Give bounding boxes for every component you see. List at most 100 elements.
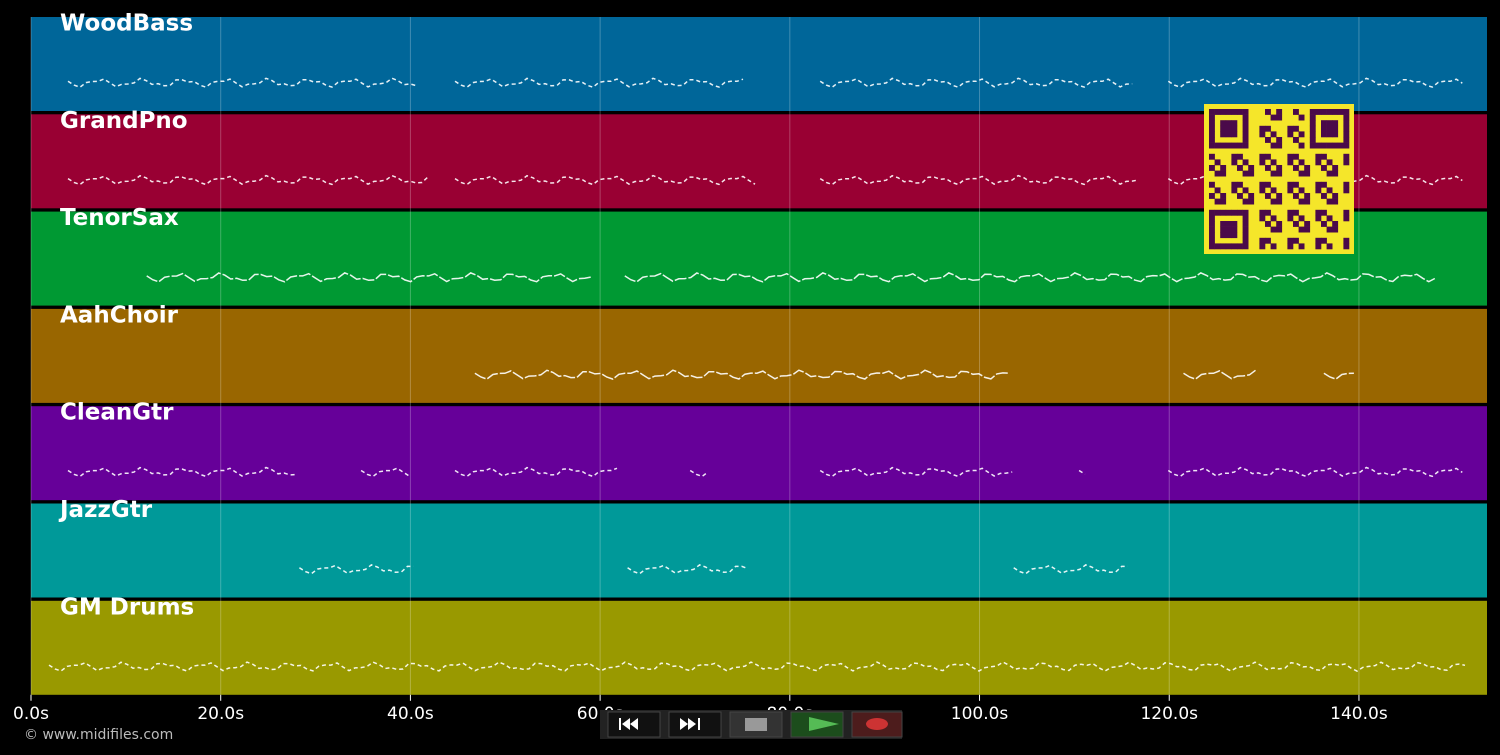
qr-module — [1343, 114, 1350, 121]
qr-module — [1220, 232, 1227, 239]
rewind-button[interactable] — [607, 711, 661, 738]
qr-module — [1270, 187, 1277, 194]
qr-module — [1270, 131, 1277, 138]
qr-module — [1259, 153, 1266, 160]
qr-module — [1321, 131, 1327, 138]
qr-module — [1309, 137, 1316, 143]
qr-module — [1220, 131, 1227, 138]
qr-module — [1237, 165, 1243, 171]
qr-module — [1332, 198, 1339, 205]
qr-module — [1209, 243, 1215, 250]
qr-module — [1265, 181, 1271, 188]
note-phrase — [67, 466, 297, 478]
qr-module — [1326, 109, 1333, 115]
qr-module — [1248, 170, 1255, 177]
qr-module — [1214, 159, 1221, 166]
qr-module — [1293, 193, 1299, 199]
qr-module — [1298, 215, 1305, 222]
note-phrase — [454, 174, 756, 186]
qr-module — [1209, 131, 1215, 138]
qr-module — [1298, 142, 1305, 149]
qr-module — [1298, 170, 1305, 177]
qr-module — [1326, 159, 1333, 166]
qr-module — [1209, 165, 1215, 171]
qr-module — [1270, 226, 1277, 233]
note-phrase — [819, 174, 1139, 186]
qr-module — [1298, 131, 1305, 138]
note-phrase — [1078, 469, 1086, 475]
qr-module — [1276, 165, 1283, 171]
qr-module — [1242, 170, 1249, 177]
qr-module — [1321, 142, 1327, 149]
note-phrase — [819, 466, 1013, 478]
qr-module — [1231, 243, 1238, 250]
time-tick-label: 100.0s — [951, 704, 1009, 724]
qr-module — [1259, 131, 1266, 138]
qr-code — [1204, 104, 1354, 254]
qr-module — [1332, 226, 1339, 233]
play-button[interactable] — [790, 711, 844, 738]
qr-module — [1321, 153, 1327, 160]
qr-module — [1287, 209, 1294, 216]
qr-module — [1220, 243, 1227, 250]
qr-module — [1209, 142, 1215, 149]
qr-module — [1231, 221, 1238, 227]
note-phrase — [1167, 77, 1463, 89]
qr-module — [1231, 187, 1238, 194]
time-tick-label: 120.0s — [1140, 704, 1198, 724]
qr-module — [1265, 165, 1271, 171]
qr-module — [1231, 125, 1238, 132]
qr-module — [1231, 226, 1238, 233]
note-phrase — [360, 467, 410, 478]
qr-module — [1225, 226, 1232, 233]
qr-module — [1298, 243, 1305, 250]
time-tick-label: 0.0s — [13, 704, 49, 724]
qr-module — [1276, 142, 1283, 149]
qr-module — [1321, 209, 1327, 216]
note-phrase — [1323, 372, 1354, 380]
qr-module — [1287, 153, 1294, 160]
qr-module — [1209, 209, 1215, 216]
qr-module — [1265, 153, 1271, 160]
qr-module — [1304, 221, 1311, 227]
track-lane — [31, 406, 1487, 501]
qr-module — [1237, 243, 1243, 250]
qr-module — [1276, 193, 1283, 199]
qr-module — [1304, 165, 1311, 171]
copyright: © www.midifiles.com — [24, 727, 173, 743]
qr-module — [1214, 209, 1221, 216]
qr-module — [1220, 125, 1227, 132]
qr-module — [1298, 187, 1305, 194]
qr-module — [1332, 125, 1339, 132]
qr-module — [1225, 243, 1232, 250]
qr-module — [1248, 165, 1255, 171]
qr-module — [1242, 109, 1249, 115]
qr-module — [1220, 170, 1227, 177]
qr-module — [1293, 181, 1299, 188]
qr-module — [1287, 159, 1294, 166]
note-phrase — [454, 466, 618, 478]
qr-module — [1214, 243, 1221, 250]
fast-forward-button[interactable] — [668, 711, 722, 738]
qr-module — [1225, 125, 1232, 132]
qr-module — [1220, 193, 1227, 199]
stop-button[interactable] — [729, 711, 783, 738]
qr-module — [1276, 137, 1283, 143]
note-phrase — [67, 77, 417, 89]
note-phrase — [819, 77, 1133, 89]
qr-module — [1209, 120, 1215, 127]
track-lane — [31, 308, 1487, 403]
qr-module — [1214, 142, 1221, 149]
qr-module — [1332, 109, 1339, 115]
qr-module — [1343, 159, 1350, 166]
note-phrase — [67, 174, 429, 186]
qr-module — [1293, 109, 1299, 115]
qr-module — [1209, 114, 1215, 121]
qr-module — [1237, 181, 1243, 188]
time-tick-label: 40.0s — [387, 704, 434, 724]
qr-module — [1242, 237, 1249, 244]
record-button[interactable] — [851, 711, 903, 738]
qr-module — [1309, 109, 1316, 115]
qr-module — [1242, 114, 1249, 121]
qr-module — [1337, 109, 1344, 115]
